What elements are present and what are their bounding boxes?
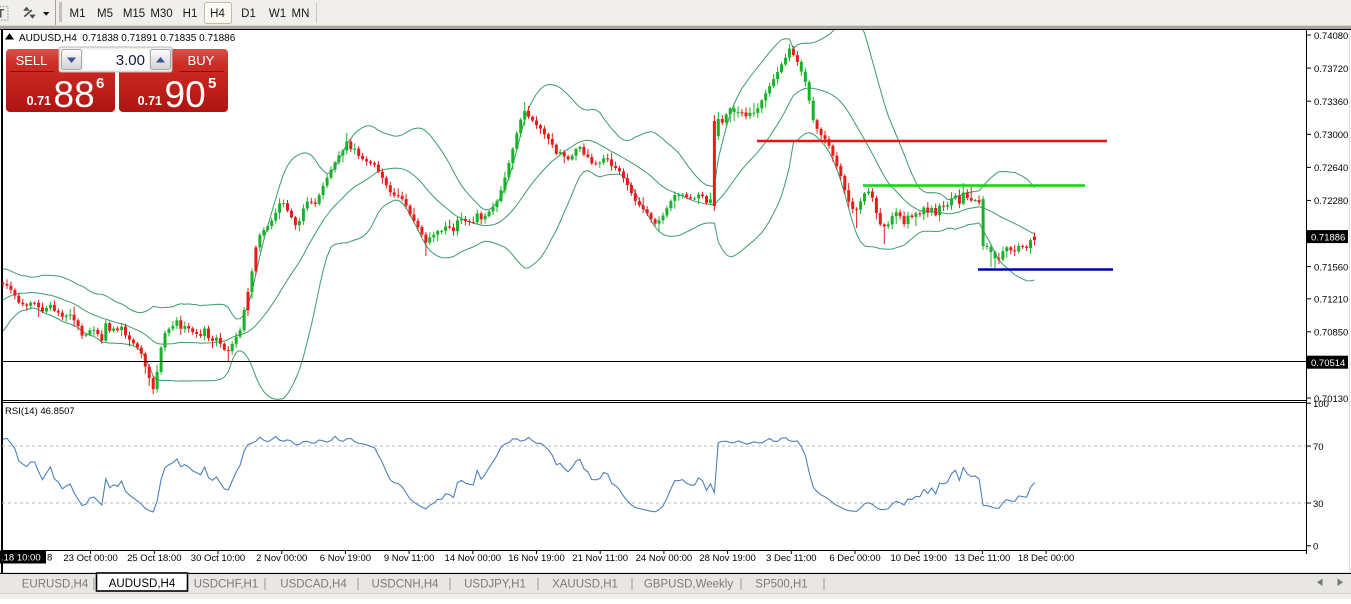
svg-text:0.73000: 0.73000: [1314, 130, 1348, 141]
svg-text:D1: D1: [241, 8, 256, 20]
svg-text:30 Oct 10:00: 30 Oct 10:00: [191, 553, 245, 564]
svg-text:BUY: BUY: [188, 53, 215, 68]
svg-text:0.71886: 0.71886: [1311, 233, 1345, 244]
svg-text:0.72640: 0.72640: [1314, 163, 1348, 174]
svg-text:RSI(14) 46.8507: RSI(14) 46.8507: [5, 406, 75, 417]
svg-text:USDJPY,H1: USDJPY,H1: [464, 579, 526, 591]
svg-text:24 Nov 00:00: 24 Nov 00:00: [636, 553, 693, 564]
svg-text:0.71560: 0.71560: [1314, 262, 1348, 273]
svg-text:0.71210: 0.71210: [1314, 295, 1348, 306]
svg-text:30: 30: [1313, 499, 1324, 510]
svg-text:88: 88: [54, 74, 95, 115]
svg-text:0.72280: 0.72280: [1314, 196, 1348, 207]
svg-text:0.74080: 0.74080: [1314, 31, 1348, 42]
svg-text:0.73720: 0.73720: [1314, 64, 1348, 75]
svg-text:USDCHF,H1: USDCHF,H1: [194, 579, 259, 591]
svg-text:23 Oct 00:00: 23 Oct 00:00: [63, 553, 117, 564]
svg-text:H1: H1: [183, 8, 198, 20]
svg-text:90: 90: [165, 74, 206, 115]
svg-text:W1: W1: [269, 8, 286, 20]
svg-text:GBPUSD,Weekly: GBPUSD,Weekly: [644, 579, 734, 591]
svg-text:100: 100: [1313, 399, 1329, 410]
svg-text:6 Dec 00:00: 6 Dec 00:00: [829, 553, 880, 564]
svg-text:SELL: SELL: [16, 53, 48, 68]
svg-text:0.73360: 0.73360: [1314, 97, 1348, 108]
svg-text:M30: M30: [150, 8, 172, 20]
svg-text:0.70130: 0.70130: [1314, 394, 1348, 405]
svg-text:T: T: [0, 7, 5, 21]
svg-text:18 Dec 00:00: 18 Dec 00:00: [1018, 553, 1075, 564]
svg-text:3 Dec 11:00: 3 Dec 11:00: [766, 553, 817, 564]
svg-text:EURUSD,H4: EURUSD,H4: [22, 579, 89, 591]
svg-text:0.70850: 0.70850: [1314, 328, 1348, 339]
svg-text:SP500,H1: SP500,H1: [755, 579, 807, 591]
svg-text:8: 8: [47, 553, 52, 564]
svg-text:5: 5: [208, 75, 216, 92]
svg-text:USDCNH,H4: USDCNH,H4: [371, 579, 439, 591]
svg-text:XAUUSD,H1: XAUUSD,H1: [552, 579, 618, 591]
svg-text:3.00: 3.00: [116, 52, 145, 69]
svg-text:0.71: 0.71: [138, 94, 162, 108]
svg-text:2 Nov 00:00: 2 Nov 00:00: [256, 553, 307, 564]
svg-text:6 Nov 19:00: 6 Nov 19:00: [320, 553, 371, 564]
svg-text:25 Oct 18:00: 25 Oct 18:00: [127, 553, 181, 564]
svg-text:AUDUSD,H4: AUDUSD,H4: [109, 578, 176, 590]
svg-text:USDCAD,H4: USDCAD,H4: [280, 579, 347, 591]
svg-text:0.71: 0.71: [27, 94, 51, 108]
svg-text:6: 6: [96, 75, 104, 92]
svg-text:9 Nov 11:00: 9 Nov 11:00: [384, 553, 435, 564]
svg-text:M1: M1: [70, 8, 86, 20]
svg-text:70: 70: [1313, 442, 1324, 453]
svg-text:.18 10:00: .18 10:00: [1, 553, 41, 564]
svg-text:16 Nov 19:00: 16 Nov 19:00: [508, 553, 565, 564]
svg-text:AUDUSD,H4 0.71838 0.71891 0.7: AUDUSD,H4 0.71838 0.71891 0.71835 0.7188…: [19, 33, 236, 44]
svg-text:M15: M15: [123, 8, 145, 20]
svg-text:M5: M5: [97, 8, 113, 20]
svg-text:14 Nov 00:00: 14 Nov 00:00: [445, 553, 502, 564]
svg-text:H4: H4: [210, 8, 225, 20]
svg-text:21 Nov 11:00: 21 Nov 11:00: [572, 553, 628, 564]
svg-text:13 Dec 11:00: 13 Dec 11:00: [954, 553, 1010, 564]
svg-text:0: 0: [1313, 542, 1318, 553]
svg-text:MN: MN: [292, 8, 310, 20]
svg-text:28 Nov 19:00: 28 Nov 19:00: [699, 553, 756, 564]
svg-text:10 Dec 19:00: 10 Dec 19:00: [890, 553, 947, 564]
svg-text:0.70514: 0.70514: [1311, 358, 1345, 369]
